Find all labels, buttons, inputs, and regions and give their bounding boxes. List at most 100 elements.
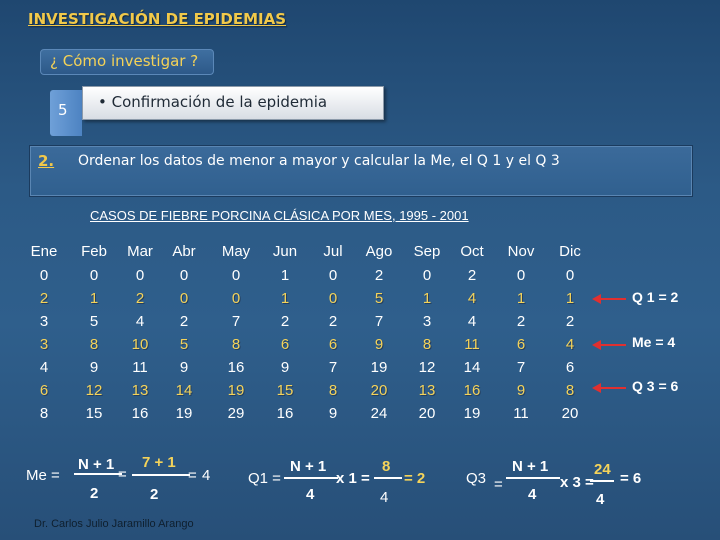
table-cell: 24: [370, 405, 388, 422]
table-cell: 6: [328, 336, 338, 353]
table-cell: 8: [39, 405, 49, 422]
table-cell: 7: [516, 359, 526, 376]
table-cell: 19: [175, 405, 193, 422]
subtitle: ¿ Cómo investigar ?: [50, 52, 199, 70]
arrow-q1-line: [598, 298, 626, 300]
column-header: Ago: [365, 243, 393, 260]
table-cell: 9: [280, 359, 290, 376]
table-cell: 0: [231, 267, 241, 284]
table-cell: 12: [85, 382, 103, 399]
q1-formula-num2: 8: [382, 458, 391, 475]
q3-formula-mult: x 3 =: [560, 474, 594, 491]
result-q3: Q 3 = 6: [632, 378, 679, 394]
table-cell: 0: [179, 290, 189, 307]
q1-formula-label: Q1 =: [248, 470, 281, 487]
table-cell: 15: [85, 405, 103, 422]
column-header: Jul: [323, 243, 343, 260]
arrow-q1-head: [592, 294, 601, 304]
q1-formula-num1: N + 1: [290, 458, 327, 475]
subtitle-box: [40, 49, 214, 75]
q3-fraction-line-2: [590, 480, 614, 482]
table-cell: 19: [370, 359, 388, 376]
table-cell: 8: [89, 336, 99, 353]
column-header: Feb: [81, 243, 107, 260]
arrow-me-line: [598, 344, 626, 346]
table-cell: 1: [280, 290, 290, 307]
table-cell: 5: [179, 336, 189, 353]
table-cell: 7: [328, 359, 338, 376]
step-banner-text: • Confirmación de la epidemia: [98, 93, 328, 111]
table-cell: 9: [179, 359, 189, 376]
table-cell: 10: [131, 336, 149, 353]
table-cell: 19: [227, 382, 245, 399]
column-header: Abr: [172, 243, 196, 260]
me-formula-eq2: =: [188, 467, 197, 484]
instruction-number: 2.: [38, 152, 55, 170]
instruction-box: [30, 146, 692, 196]
table-cell: 4: [467, 290, 477, 307]
me-formula-den2: 2: [150, 486, 159, 503]
q1-formula-den2: 4: [380, 489, 389, 506]
table-cell: 9: [328, 405, 338, 422]
column-header: Oct: [460, 243, 484, 260]
table-cell: 11: [464, 336, 480, 353]
table-cell: 2: [374, 267, 384, 284]
q3-formula-den2: 4: [596, 491, 605, 508]
me-formula-den1: 2: [90, 485, 99, 502]
table-cell: 6: [565, 359, 575, 376]
q3-formula-eq0: =: [494, 476, 503, 493]
table-cell: 20: [418, 405, 436, 422]
table-cell: 2: [565, 313, 575, 330]
table-cell: 6: [280, 336, 290, 353]
table-cell: 4: [565, 336, 575, 353]
table-cell: 0: [328, 290, 338, 307]
table-cell: 2: [179, 313, 189, 330]
q1-formula-den1: 4: [306, 486, 315, 503]
q3-formula-num1: N + 1: [512, 458, 549, 475]
arrow-q3-line: [598, 387, 626, 389]
table-cell: 9: [516, 382, 526, 399]
table-cell: 16: [131, 405, 149, 422]
column-header: Ene: [30, 243, 58, 260]
me-formula-label: Me =: [26, 467, 60, 484]
table-cell: 20: [370, 382, 388, 399]
table-cell: 14: [463, 359, 481, 376]
table-cell: 0: [179, 267, 189, 284]
table-cell: 2: [328, 313, 338, 330]
table-cell: 12: [418, 359, 436, 376]
arrow-me-head: [592, 340, 601, 350]
table-cell: 3: [39, 336, 49, 353]
step-banner: [82, 86, 384, 120]
result-q1: Q 1 = 2: [632, 289, 679, 305]
table-cell: 1: [565, 290, 575, 307]
column-header: Jun: [272, 243, 298, 260]
instruction-text: Ordenar los datos de menor a mayor y cal…: [78, 153, 560, 169]
table-cell: 2: [467, 267, 477, 284]
table-cell: 0: [135, 267, 145, 284]
table-cell: 19: [463, 405, 481, 422]
table-cell: 2: [39, 290, 49, 307]
q1-fraction-line-1: [284, 477, 338, 479]
table-cell: 14: [175, 382, 193, 399]
table-cell: 0: [89, 267, 99, 284]
table-cell: 4: [135, 313, 145, 330]
me-formula-num2: 7 + 1: [142, 454, 176, 471]
table-cell: 6: [39, 382, 49, 399]
table-cell: 1: [89, 290, 99, 307]
slide-title: INVESTIGACIÓN DE EPIDEMIAS: [28, 10, 287, 28]
q3-formula-den1: 4: [528, 486, 537, 503]
table-cell: 7: [374, 313, 384, 330]
me-formula-result: 4: [202, 467, 211, 484]
table-cell: 0: [231, 290, 241, 307]
table-cell: 1: [280, 267, 290, 284]
table-cell: 11: [513, 405, 529, 422]
column-header: Dic: [559, 243, 581, 260]
q3-fraction-line-1: [506, 477, 560, 479]
table-cell: 2: [516, 313, 526, 330]
table-cell: 1: [516, 290, 526, 307]
q1-formula-mult: x 1 =: [336, 470, 370, 487]
table-cell: 8: [422, 336, 432, 353]
table-cell: 16: [463, 382, 481, 399]
me-formula-num1: N + 1: [78, 456, 115, 473]
table-cell: 9: [374, 336, 384, 353]
